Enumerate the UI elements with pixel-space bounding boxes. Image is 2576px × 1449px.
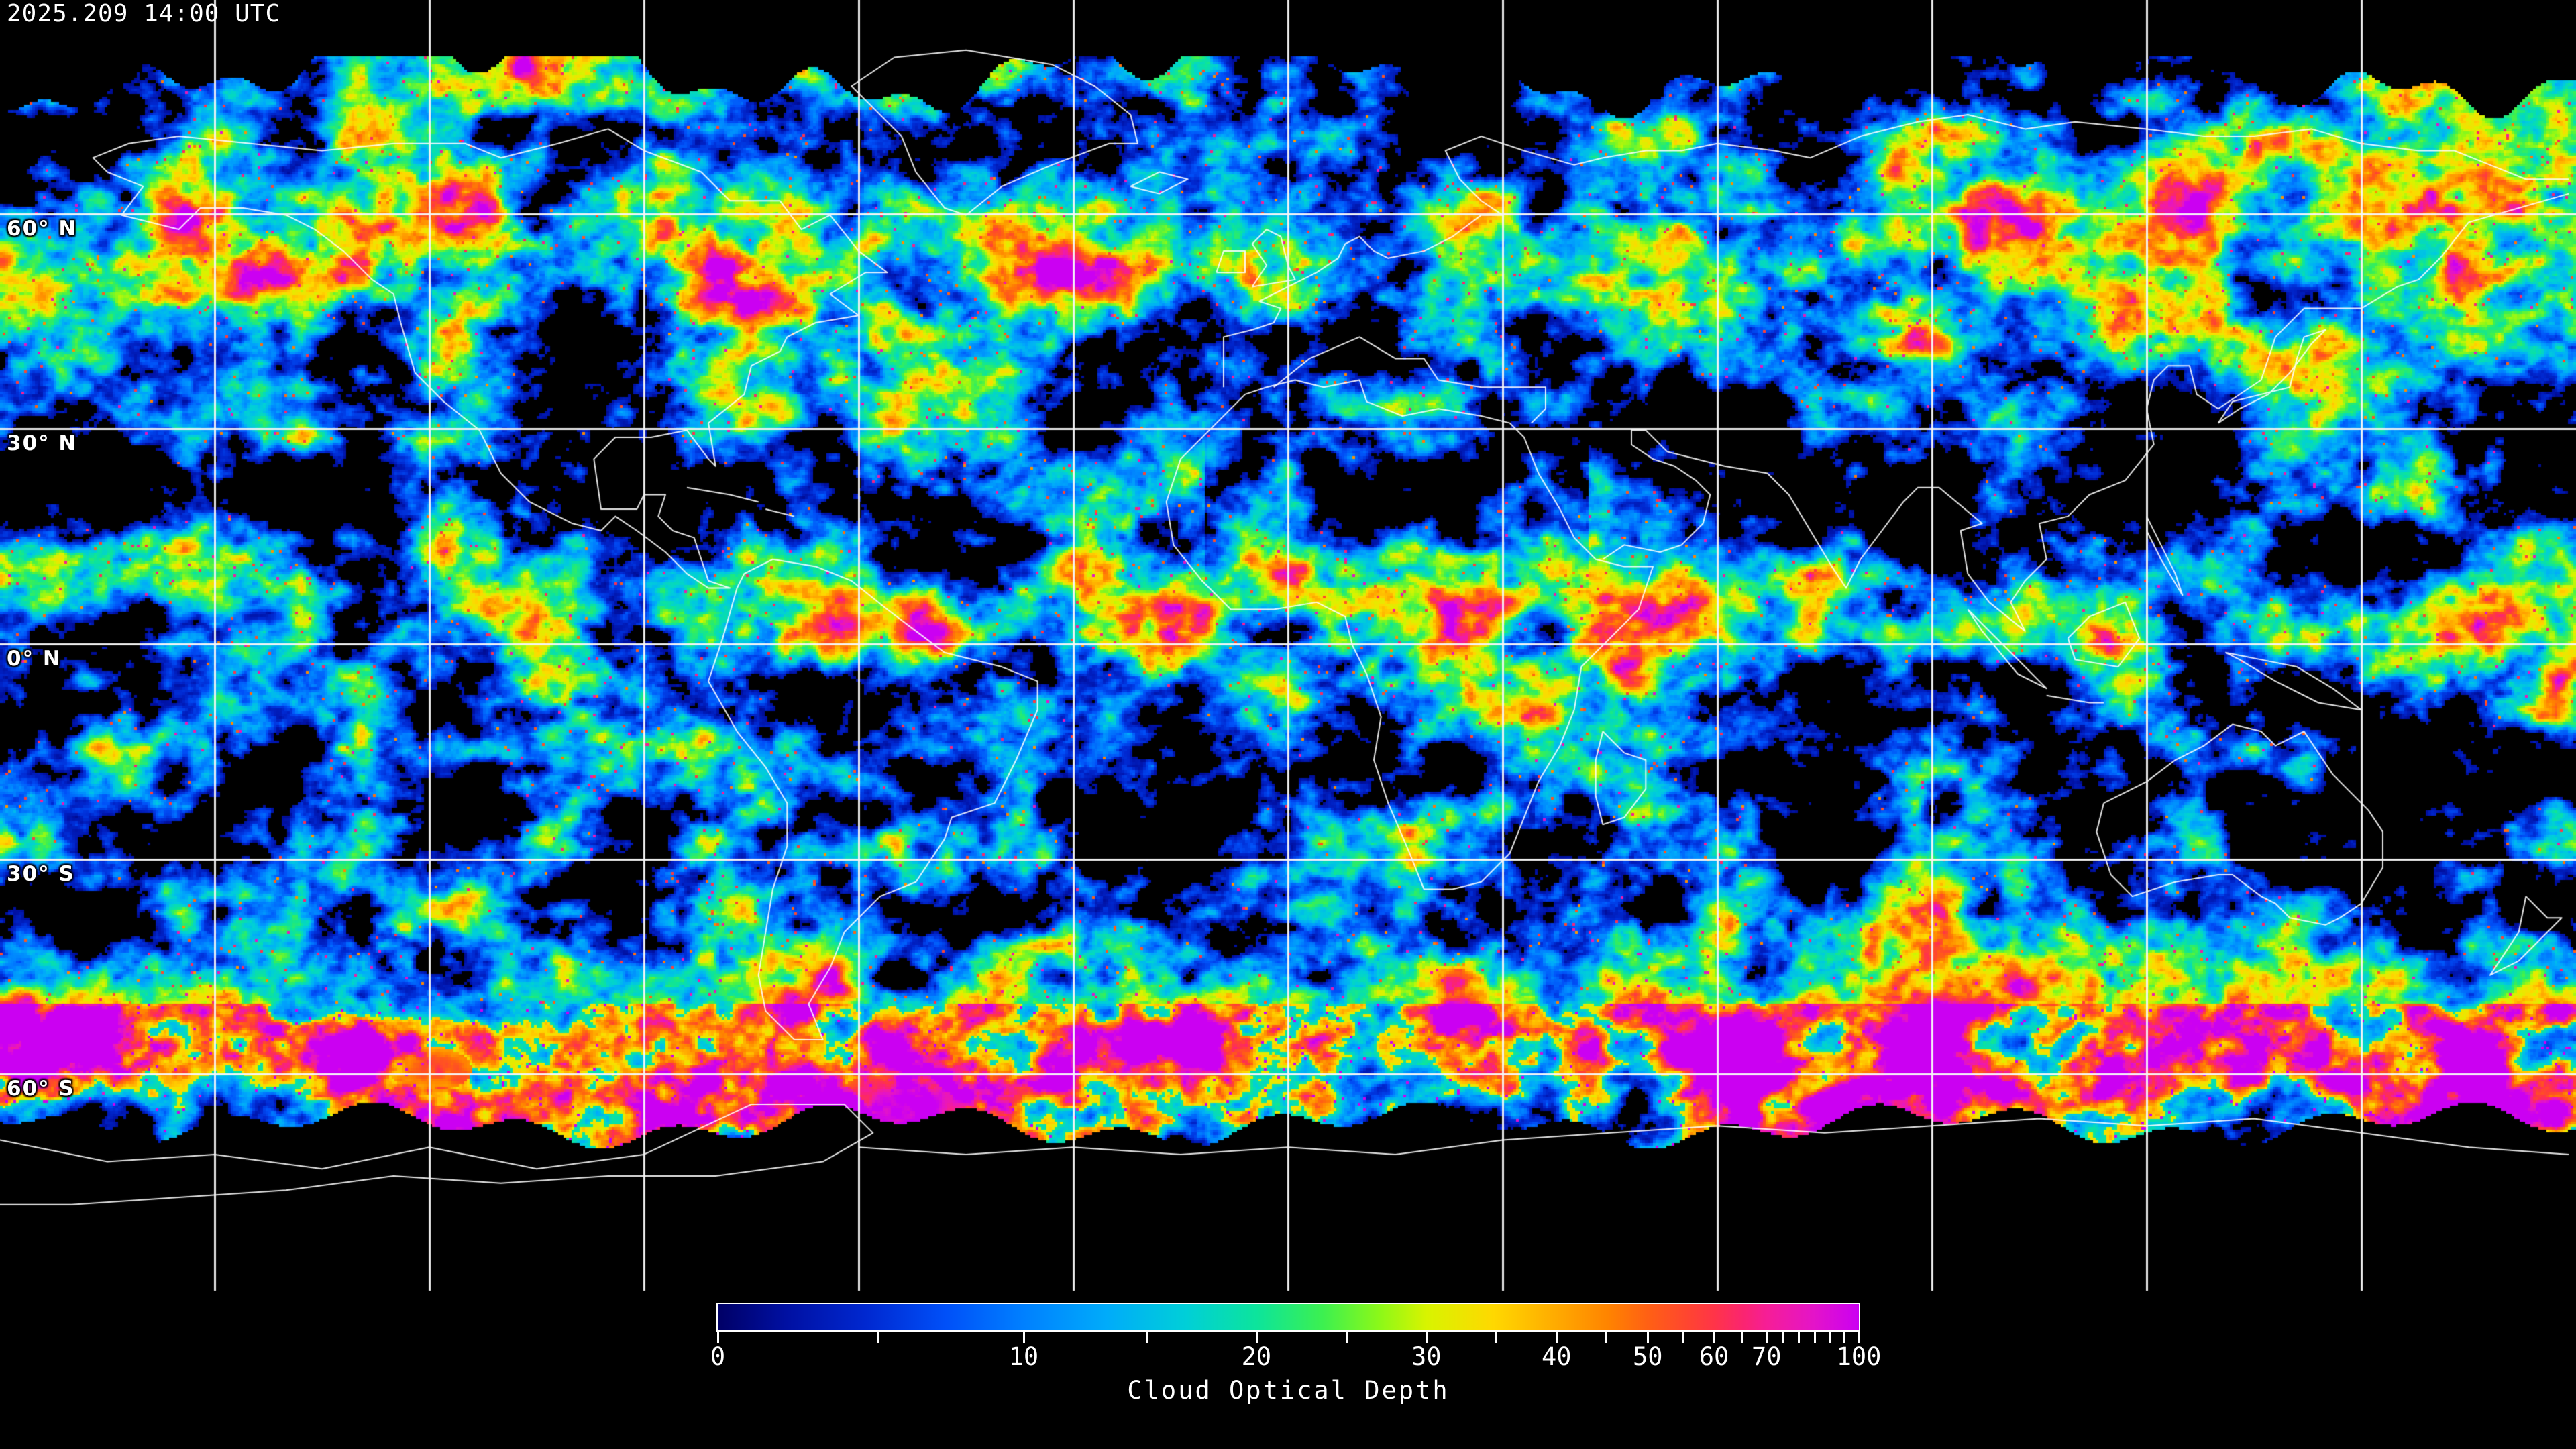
latitude-label: 60° N — [7, 216, 78, 241]
colorbar-tick — [1022, 1332, 1025, 1343]
colorbar-tick — [1843, 1332, 1845, 1343]
latitude-label: 30° S — [7, 861, 75, 886]
colorbar-tick — [1647, 1332, 1650, 1343]
colorbar-gradient — [716, 1303, 1860, 1332]
colorbar-tick — [1346, 1332, 1348, 1343]
colorbar-tick — [1713, 1332, 1715, 1343]
colorbar-tick — [1255, 1332, 1258, 1343]
colorbar-tick — [717, 1332, 719, 1343]
colorbar-tick-label: 20 — [1241, 1342, 1272, 1371]
colorbar-tick — [1797, 1332, 1800, 1343]
latitude-label: 30° N — [7, 431, 78, 456]
colorbar-tick — [1740, 1332, 1743, 1343]
colorbar-tick-label: 10 — [1008, 1342, 1039, 1371]
colorbar-tick — [877, 1332, 879, 1343]
colorbar-tick — [1813, 1332, 1816, 1343]
colorbar-tick-label: 100 — [1836, 1342, 1882, 1371]
colorbar-tick — [1766, 1332, 1768, 1343]
latitude-label: 60° S — [7, 1077, 75, 1102]
colorbar-tick — [1605, 1332, 1607, 1343]
colorbar-tick — [1858, 1332, 1860, 1343]
colorbar-tick — [1146, 1332, 1148, 1343]
colorbar-tick — [1782, 1332, 1784, 1343]
colorbar-tick-label: 30 — [1411, 1342, 1442, 1371]
timestamp: 2025.209 14:00 UTC — [7, 0, 281, 28]
colorbar-tick-label: 60 — [1699, 1342, 1729, 1371]
colorbar-tick-label: 50 — [1633, 1342, 1663, 1371]
colorbar-tick-label: 0 — [710, 1342, 726, 1371]
colorbar-tick — [1495, 1332, 1498, 1343]
colorbar-tick-label: 40 — [1541, 1342, 1572, 1371]
colorbar-tick — [1682, 1332, 1685, 1343]
colorbar-tick — [1556, 1332, 1558, 1343]
colorbar-title: Cloud Optical Depth — [1127, 1376, 1450, 1405]
latitude-label: 0° N — [7, 647, 62, 671]
colorbar-tick — [1426, 1332, 1428, 1343]
colorbar-tick — [1828, 1332, 1831, 1343]
colorbar-tick-label: 70 — [1751, 1342, 1782, 1371]
